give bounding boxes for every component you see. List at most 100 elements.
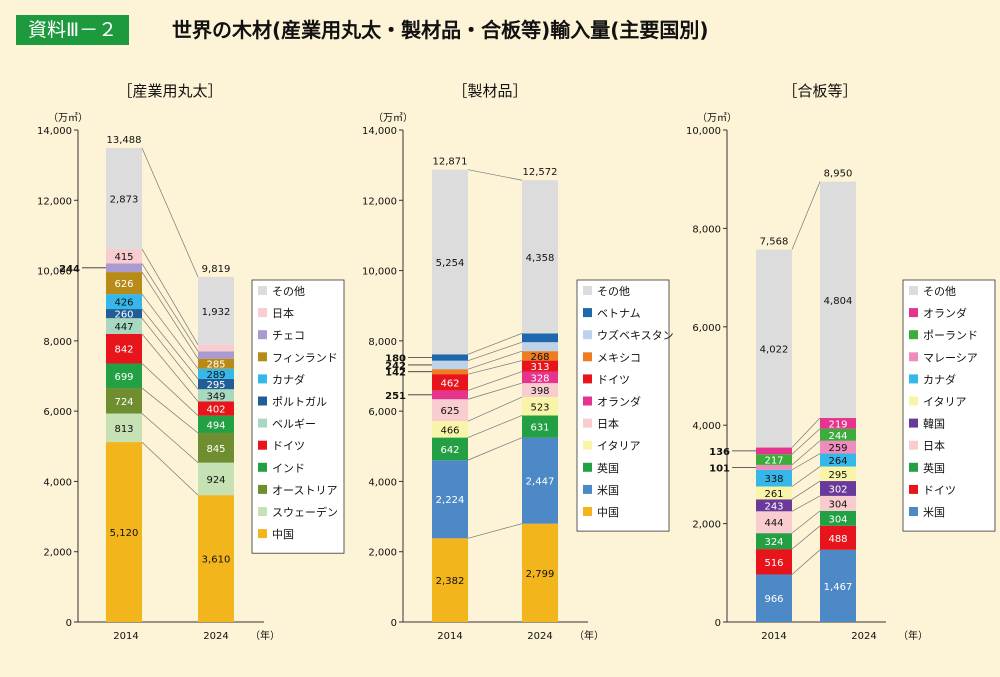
panel-title: ［合板等］ — [782, 82, 857, 100]
header: 資料Ⅲ－２ 世界の木材(産業用丸太・製材品・合板等)輸入量(主要国別) — [0, 0, 1000, 60]
bar-segment — [432, 354, 468, 361]
bar-segment — [756, 511, 792, 534]
legend-label: 中国 — [272, 528, 294, 541]
bar-segment — [106, 363, 142, 389]
bar-segment — [820, 525, 856, 550]
bar-segment — [198, 276, 234, 345]
data-label: 699 — [114, 372, 133, 383]
outside-label: 242 — [385, 361, 406, 372]
bar-segment — [820, 549, 856, 622]
bar-segment — [432, 369, 468, 375]
connector-line — [467, 437, 523, 461]
bar-segment — [820, 428, 856, 441]
x-tick-label: 2024 — [527, 631, 552, 642]
data-label: 447 — [114, 322, 133, 333]
outside-label: 180 — [385, 354, 406, 365]
connector-line — [467, 523, 523, 539]
y-tick-label: 0 — [715, 618, 721, 629]
bar-segment — [106, 333, 142, 364]
data-label: 4,022 — [760, 345, 789, 356]
bar-segment — [756, 574, 792, 622]
data-label: 398 — [530, 386, 549, 397]
data-label: 523 — [530, 402, 549, 413]
legend-swatch — [583, 286, 592, 295]
legend-label: 中国 — [597, 506, 619, 519]
connector-line — [791, 417, 821, 448]
legend-swatch — [583, 462, 592, 472]
outside-label: 136 — [709, 447, 730, 458]
bar-segment — [432, 437, 468, 461]
y-tick-label: 10,000 — [37, 267, 72, 278]
connector-line — [467, 341, 523, 362]
total-label: 12,572 — [523, 167, 558, 178]
legend-box — [902, 279, 996, 532]
bar-segment — [756, 533, 792, 550]
bar-segment — [106, 388, 142, 414]
y-tick-label: 4,000 — [43, 477, 72, 488]
y-tick-label: 2,000 — [368, 548, 397, 559]
legend-label: ドイツ — [272, 440, 305, 453]
x-tick-label: 2014 — [113, 631, 138, 642]
bar-segment — [756, 464, 792, 470]
bar-segment — [756, 447, 792, 455]
bar-segment — [198, 344, 234, 352]
connector-line — [791, 549, 821, 575]
data-label: 261 — [764, 489, 783, 500]
total-label: 9,819 — [202, 264, 231, 275]
x-tick-label: 2024 — [203, 631, 228, 642]
legend-label: ウズベキスタン — [597, 328, 674, 342]
legend-label: ドイツ — [923, 484, 956, 497]
connector-line — [791, 440, 821, 466]
data-label: 642 — [440, 445, 459, 456]
legend-swatch — [909, 352, 918, 362]
unit-label: （万㎥） — [48, 111, 88, 124]
bar-segment — [432, 360, 468, 370]
connector-line — [467, 396, 523, 422]
data-label: 4,804 — [824, 296, 853, 307]
y-tick-label: 14,000 — [362, 126, 397, 137]
legend-swatch — [909, 330, 918, 340]
x-tick-label: 2014 — [437, 631, 462, 642]
y-tick-label: 8,000 — [368, 337, 397, 348]
bar-segment — [106, 263, 142, 273]
legend-label: 米国 — [923, 506, 945, 519]
data-label: 304 — [828, 514, 847, 525]
connector-line — [467, 382, 523, 400]
bar-segment — [820, 510, 856, 526]
y-tick-label: 10,000 — [362, 267, 397, 278]
legend-swatch — [583, 352, 592, 362]
data-label: 625 — [440, 406, 459, 417]
data-label: 260 — [114, 310, 133, 321]
data-label: 516 — [764, 558, 783, 569]
legend-swatch — [909, 374, 918, 384]
year-unit: （年） — [250, 629, 280, 642]
bar-segment — [756, 469, 792, 487]
data-label: 2,873 — [110, 194, 139, 205]
legend-box — [251, 279, 345, 554]
y-tick-label: 12,000 — [37, 196, 72, 207]
legend-swatch — [909, 308, 918, 318]
data-label: 264 — [828, 456, 847, 467]
legend-swatch — [909, 286, 918, 295]
data-label: 3,610 — [202, 555, 231, 566]
connector-line — [791, 495, 821, 512]
legend-swatch — [583, 418, 592, 428]
data-label: 328 — [530, 373, 549, 384]
legend-label: スウェーデン — [272, 505, 338, 519]
data-label: 2,447 — [526, 477, 555, 488]
y-tick-label: 8,000 — [692, 224, 721, 235]
connector-line — [791, 525, 821, 550]
legend-swatch — [909, 418, 918, 428]
unit-label: （万㎥） — [373, 111, 413, 124]
data-label: 338 — [764, 474, 783, 485]
bar-segment — [432, 374, 468, 391]
bar-segment — [106, 309, 142, 319]
data-label: 444 — [764, 518, 783, 529]
bar-segment — [432, 390, 468, 400]
data-label: 295 — [828, 470, 847, 481]
legend-swatch — [258, 418, 267, 428]
legend-label: 英国 — [597, 461, 619, 475]
outside-label: 244 — [59, 264, 80, 275]
bar-segment — [198, 495, 234, 622]
data-label: 842 — [114, 345, 133, 356]
